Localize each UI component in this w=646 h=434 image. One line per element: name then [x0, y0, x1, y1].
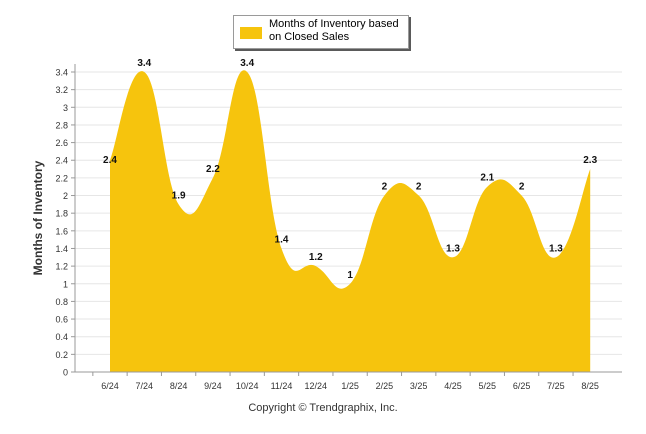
- data-label: 2: [519, 182, 525, 193]
- x-tick-label: 3/25: [410, 381, 428, 391]
- x-tick-label: 12/24: [305, 381, 328, 391]
- x-tick-label: 6/25: [513, 381, 531, 391]
- data-label: 1.9: [172, 190, 186, 201]
- x-tick-label: 8/24: [170, 381, 188, 391]
- legend-label: Months of Inventory based on Closed Sale…: [269, 18, 399, 43]
- x-tick-label: 10/24: [236, 381, 259, 391]
- y-tick-label: 2.2: [55, 173, 68, 183]
- data-label: 1.3: [549, 243, 563, 254]
- axes: [71, 64, 622, 376]
- y-tick-label: 0: [63, 368, 68, 378]
- x-tick-label: 6/24: [101, 381, 119, 391]
- x-tick-label: 1/25: [341, 381, 359, 391]
- legend-swatch: [240, 27, 262, 39]
- data-label: 2.3: [583, 155, 597, 166]
- y-tick-label: 0.2: [55, 350, 68, 360]
- y-tick-label: 1.2: [55, 262, 68, 272]
- legend: Months of Inventory based on Closed Sale…: [233, 15, 409, 49]
- data-label: 2: [382, 182, 388, 193]
- y-tick-label: 2.6: [55, 138, 68, 148]
- y-tick-label: 1: [63, 279, 68, 289]
- y-tick-label: 0.4: [55, 332, 68, 342]
- x-tick-label: 7/24: [136, 381, 154, 391]
- data-label: 1.4: [275, 234, 289, 245]
- data-label: 1: [347, 270, 353, 281]
- data-label: 2: [416, 182, 422, 193]
- y-tick-label: 0.6: [55, 315, 68, 325]
- area-series: [110, 70, 591, 372]
- x-tick-label: 8/25: [581, 381, 599, 391]
- data-label: 2.1: [480, 173, 494, 184]
- data-label: 3.4: [240, 58, 254, 69]
- y-tick-labels: 0 0.2 0.4 0.6 0.8 1 1.2 1.4 1.6 1.8 2 2.2 2.4 2.6 2.8 3…: [55, 68, 68, 378]
- x-tick-label: 9/24: [204, 381, 222, 391]
- data-label: 2.4: [103, 155, 117, 166]
- x-tick-label: 2/25: [376, 381, 394, 391]
- y-tick-label: 1.8: [55, 209, 68, 219]
- y-tick-label: 3.4: [55, 68, 68, 78]
- data-label: 1.3: [446, 243, 460, 254]
- x-tick-labels: 6/24 7/24 8/24 9/24 10/24 11/24 12/24 1/25 2/25 3…: [101, 381, 599, 391]
- data-label: 2.2: [206, 164, 220, 175]
- y-tick-label: 1.4: [55, 244, 68, 254]
- y-tick-label: 2.4: [55, 156, 68, 166]
- copyright-text: Copyright © Trendgraphix, Inc.: [248, 402, 398, 414]
- x-tick-label: 11/24: [271, 381, 293, 391]
- x-tick-label: 7/25: [547, 381, 565, 391]
- data-label: 1.2: [309, 252, 323, 263]
- y-tick-label: 3.2: [55, 85, 68, 95]
- data-labels: 2.4 3.4 1.9 2.2 3.4 1.4 1.2 1 2 2 1.3 2.1 2 1.3 2.3: [103, 58, 598, 281]
- y-tick-label: 1.6: [55, 226, 68, 236]
- y-tick-label: 3: [63, 103, 68, 113]
- area-fill: [110, 70, 591, 372]
- data-label: 3.4: [137, 58, 151, 69]
- y-tick-label: 0.8: [55, 297, 68, 307]
- y-tick-label: 2: [63, 191, 68, 201]
- y-tick-label: 2.8: [55, 120, 68, 130]
- x-tick-label: 4/25: [444, 381, 462, 391]
- y-axis-title: Months of Inventory: [31, 160, 45, 275]
- x-tick-label: 5/25: [479, 381, 497, 391]
